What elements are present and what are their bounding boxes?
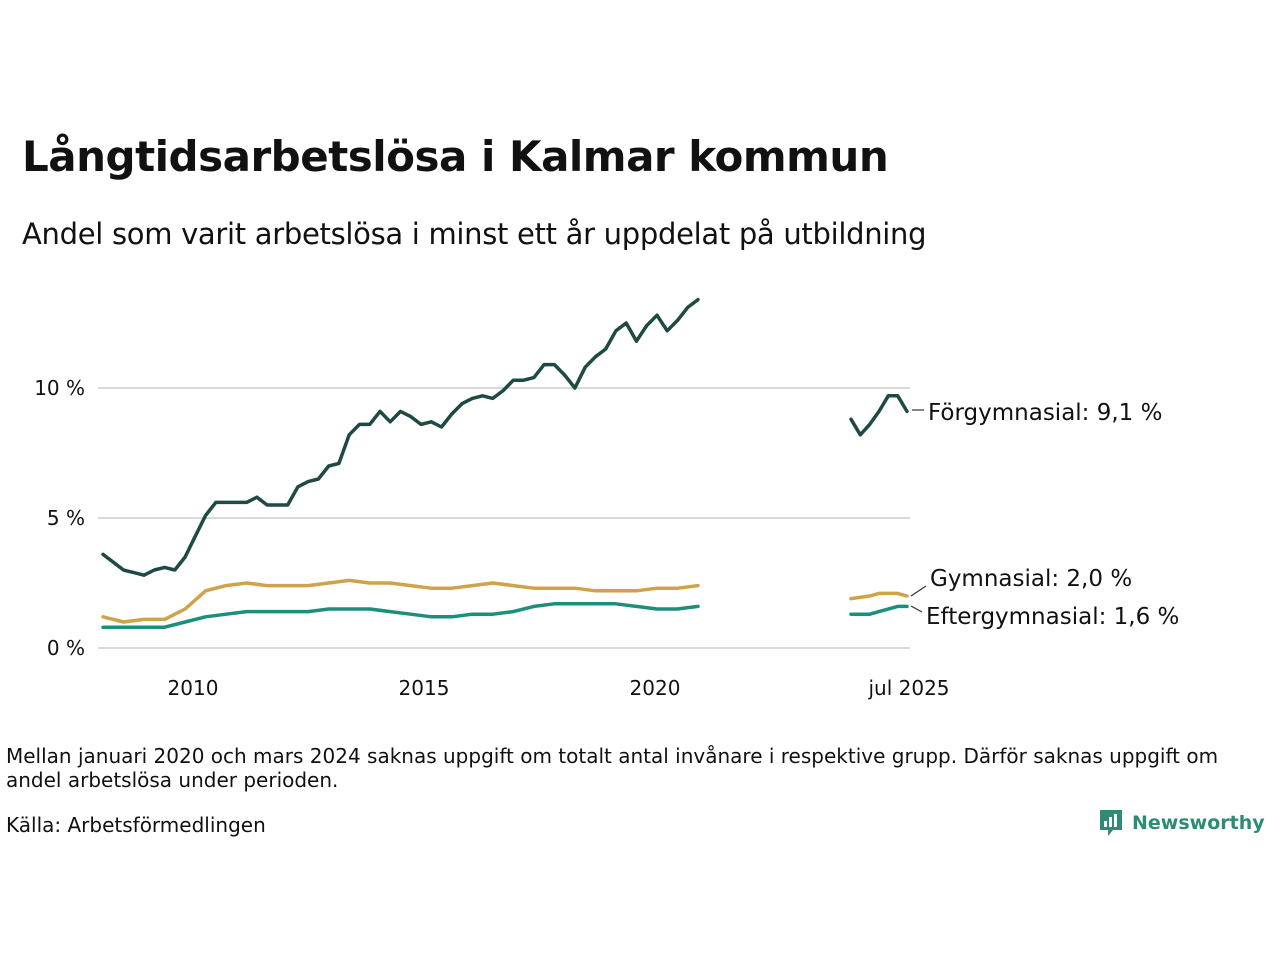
footnote: Mellan januari 2020 och mars 2024 saknas… bbox=[6, 744, 1219, 792]
newsworthy-icon bbox=[1100, 810, 1122, 836]
series-end-label-2: Eftergymnasial: 1,6 % bbox=[926, 604, 1179, 630]
brand-name: Newsworthy bbox=[1132, 812, 1265, 834]
chart-subtitle: Andel som varit arbetslösa i minst ett å… bbox=[22, 217, 927, 251]
label-connector-2 bbox=[910, 605, 923, 613]
series-end-label-1: Gymnasial: 2,0 % bbox=[930, 566, 1132, 592]
series-line-gymnasial-a0 bbox=[101, 578, 700, 624]
source-text: Källa: Arbetsförmedlingen bbox=[6, 813, 266, 837]
series-end-label-0: Förgymnasial: 9,1 % bbox=[928, 400, 1162, 426]
chart-title: Långtidsarbetslösa i Kalmar kommun bbox=[22, 132, 889, 181]
x-tick-label-0: 2010 bbox=[168, 676, 219, 700]
y-tick-label-2: 10 % bbox=[34, 376, 85, 400]
series-lines bbox=[101, 297, 909, 629]
y-tick-label-1: 5 % bbox=[47, 506, 85, 530]
series-end-labels: Förgymnasial: 9,1 % Gymnasial: 2,0 % Efter… bbox=[910, 400, 1179, 630]
gridlines bbox=[98, 387, 910, 649]
series-line-eftergymnasial-a0 bbox=[101, 602, 700, 629]
label-connector-1 bbox=[910, 585, 927, 597]
series-line-förgymnasial-a0 bbox=[101, 297, 700, 577]
line-chart: 0 % 5 % 10 % 2010 2015 2020 jul 2025 Förgymna… bbox=[34, 297, 1179, 700]
series-line-eftergymnasial-b0 bbox=[849, 604, 909, 616]
x-tick-label-2: 2020 bbox=[630, 676, 681, 700]
y-tick-label-0: 0 % bbox=[47, 636, 85, 660]
series-line-gymnasial-b0 bbox=[849, 591, 909, 601]
x-axis-ticks: 2010 2015 2020 jul 2025 bbox=[168, 676, 950, 700]
x-tick-label-3: jul 2025 bbox=[867, 676, 949, 700]
y-axis-ticks: 0 % 5 % 10 % bbox=[34, 376, 85, 660]
x-tick-label-1: 2015 bbox=[399, 676, 450, 700]
series-line-förgymnasial-b0 bbox=[849, 394, 909, 437]
newsworthy-logo: Newsworthy bbox=[1098, 808, 1265, 838]
